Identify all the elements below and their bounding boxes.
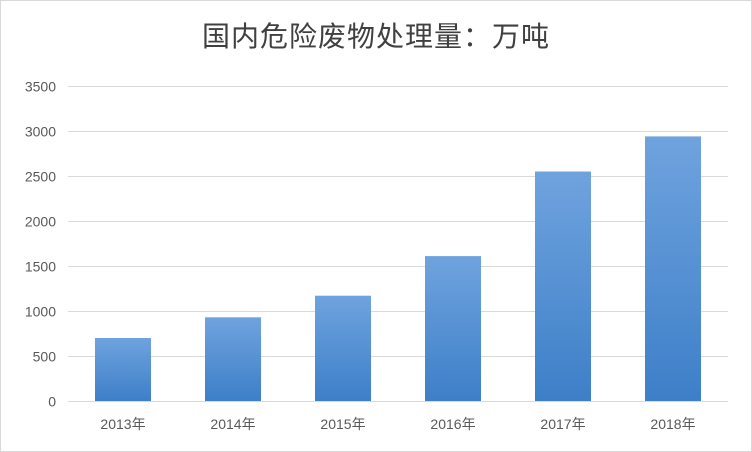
y-tick-label: 0	[48, 394, 56, 410]
bar-2017年	[535, 171, 591, 401]
bar-2014年	[205, 317, 261, 401]
x-tick-label: 2018年	[650, 416, 695, 432]
x-axis-ticks: 2013年 2014年 2015年 2016年 2017年 2018年	[100, 416, 695, 432]
y-tick-label: 1000	[25, 304, 56, 320]
bar-2016年	[425, 256, 481, 401]
x-tick-label: 2017年	[540, 416, 585, 432]
x-tick-label: 2016年	[430, 416, 475, 432]
y-tick-label: 500	[33, 349, 57, 365]
x-tick-label: 2014年	[210, 416, 255, 432]
bar-2013年	[95, 338, 151, 401]
y-tick-label: 3500	[25, 79, 56, 95]
x-tick-label: 2015年	[320, 416, 365, 432]
y-tick-label: 2000	[25, 214, 56, 230]
y-axis-ticks: 0 500 1000 1500 2000 2500 3000 3500	[25, 79, 56, 410]
bars	[95, 136, 701, 401]
x-tick-label: 2013年	[100, 416, 145, 432]
y-tick-label: 2500	[25, 169, 56, 185]
bar-2018年	[645, 136, 701, 401]
y-tick-label: 3000	[25, 124, 56, 140]
grid-lines	[68, 86, 728, 402]
chart-title: 国内危险废物处理量：万吨	[201, 20, 550, 53]
bar-2015年	[315, 295, 371, 401]
y-tick-label: 1500	[25, 259, 56, 275]
